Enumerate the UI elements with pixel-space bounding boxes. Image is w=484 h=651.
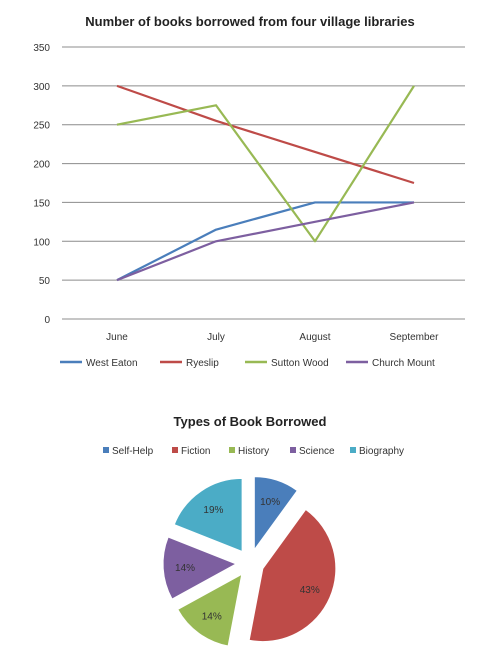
legend-entry: Fiction: [181, 446, 210, 457]
series-line-ryeslip: [116, 84, 415, 185]
y-tick-label: 0: [44, 315, 50, 326]
x-tick-label: June: [106, 332, 128, 343]
legend-entry: Church Mount: [372, 358, 435, 369]
y-tick-label: 300: [33, 82, 50, 93]
line-chart: 0 50 100 150 200 250 300 350 June July August Septe…: [33, 43, 465, 369]
pie-slice-history: [177, 573, 243, 647]
legend-entry: Sutton Wood: [271, 358, 329, 369]
pie-slice-label: 43%: [300, 585, 320, 596]
pie-chart: Self-Help Fiction History Science Biography 1…: [103, 446, 404, 647]
legend-swatch: [229, 447, 235, 453]
pie-slice-biography: [173, 477, 243, 553]
pie-slice-label: 19%: [203, 505, 223, 516]
y-tick-label: 100: [33, 237, 50, 248]
y-tick-label: 150: [33, 198, 50, 209]
x-tick-label: July: [207, 332, 225, 343]
legend-entry: Ryeslip: [186, 358, 219, 369]
y-tick-label: 350: [33, 43, 50, 54]
x-tick-label: September: [390, 332, 440, 343]
y-tick-label: 250: [33, 121, 50, 132]
legend-entry: History: [238, 446, 269, 457]
pie-slice-label: 10%: [260, 497, 280, 508]
legend-entry: Science: [299, 446, 335, 457]
legend-entry: Self-Help: [112, 446, 154, 457]
y-tick-label: 200: [33, 160, 50, 171]
series-line-church-mount: [116, 201, 415, 282]
legend-swatch: [172, 447, 178, 453]
legend-swatch: [290, 447, 296, 453]
pie-slice-science: [162, 536, 238, 600]
legend-entry: Biography: [359, 446, 404, 457]
legend-swatch: [350, 447, 356, 453]
series-line-sutton-wood: [116, 85, 415, 243]
legend-entry: West Eaton: [86, 358, 138, 369]
legend-swatch: [103, 447, 109, 453]
series-line-west-eaton: [116, 201, 414, 282]
pie-slice-self-help: [253, 476, 298, 552]
pie-chart-title: Types of Book Borrowed: [174, 414, 327, 429]
pie-slice-label: 14%: [202, 612, 222, 623]
y-tick-label: 50: [39, 276, 51, 287]
x-tick-label: August: [299, 332, 330, 343]
pie-slice-label: 14%: [175, 563, 195, 574]
pie-slice-fiction: [248, 508, 337, 643]
line-chart-title: Number of books borrowed from four villa…: [85, 14, 414, 29]
